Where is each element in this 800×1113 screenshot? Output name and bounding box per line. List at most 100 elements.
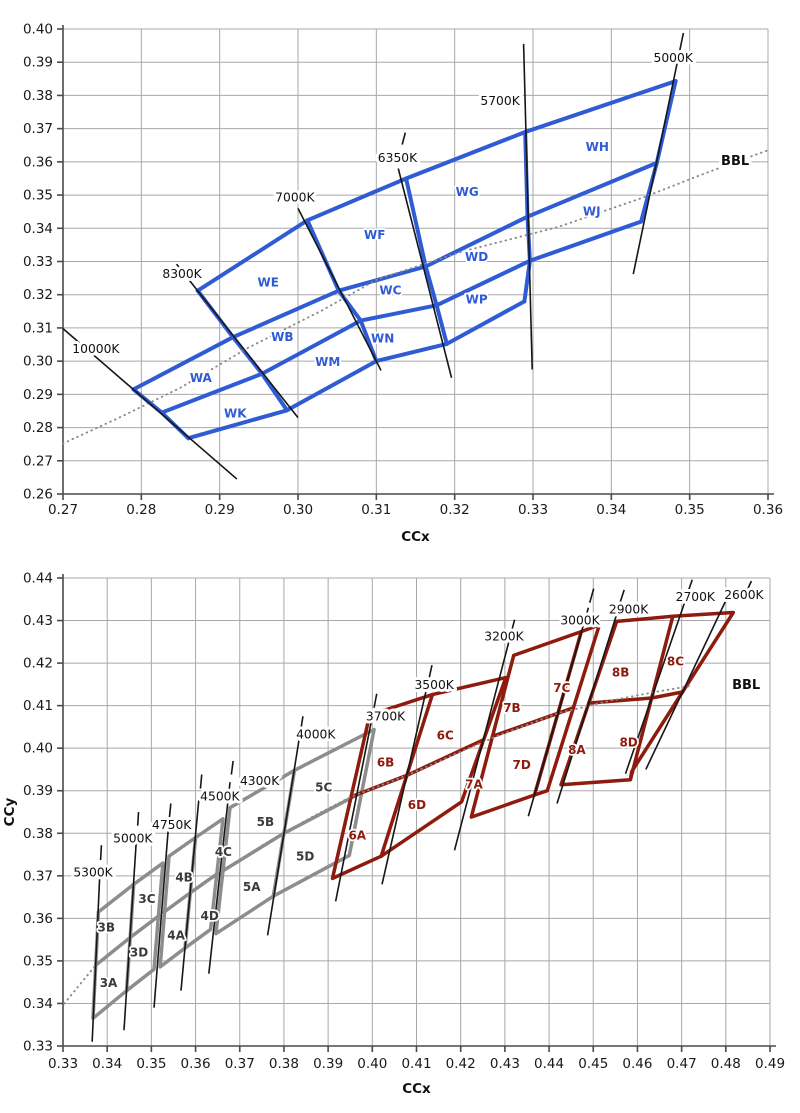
cct-label-2600K: 2600K [724, 588, 764, 602]
cct-label-5000K: 5000K [113, 831, 153, 845]
cct-tick-4750K [168, 803, 172, 818]
bin-edge [404, 176, 449, 346]
y-tick-label: 0.39 [23, 55, 53, 71]
y-tick-label: 0.35 [23, 953, 53, 969]
cct-label-4750K: 4750K [152, 818, 192, 832]
x-tick-label: 0.45 [578, 1056, 608, 1072]
y-tick-label: 0.40 [23, 741, 53, 757]
upper-chart: 0.26 0.27 0.28 0.29 0.30 0.31 0.32 0.33 0.34 0.35… [23, 22, 783, 546]
cct-tick-3700K [373, 693, 378, 708]
cct-line-6350K [397, 168, 453, 378]
cct-tick-4300K [230, 760, 234, 775]
bin-label-6B: 6B [377, 756, 395, 770]
bin-label-4B: 4B [175, 871, 193, 885]
bin-label-WH: WH [586, 140, 609, 154]
bin-label-WK: WK [224, 407, 247, 421]
bin-edge [159, 219, 644, 415]
bbl-curve [62, 149, 769, 445]
bin-label-3A: 3A [100, 976, 118, 990]
grid [62, 28, 769, 495]
bin-label-WP: WP [466, 293, 488, 307]
x-tick-label: 0.36 [181, 1056, 211, 1072]
cct-label-5300K: 5300K [73, 865, 113, 879]
x-tick-label: 0.46 [622, 1056, 652, 1072]
bin-label-WB: WB [271, 330, 293, 344]
x-tick-label: 0.36 [753, 502, 783, 518]
cct-label-4300K: 4300K [240, 774, 280, 788]
cct-line-3700K [334, 713, 374, 902]
cct-label-3000K: 3000K [560, 614, 600, 628]
cct-line-8300K [175, 263, 299, 419]
bin-edge [587, 690, 685, 705]
cct-line-2700K [624, 596, 688, 774]
cct-line-3200K [453, 638, 511, 851]
bin-label-7D: 7D [513, 758, 531, 772]
cct-tick-2700K [687, 579, 693, 593]
cct-label-4500K: 4500K [200, 790, 240, 804]
cct-line-5700K [522, 43, 534, 370]
cct-line-3000K [527, 607, 590, 817]
y-tick-label: 0.29 [23, 387, 53, 403]
axes [57, 574, 776, 1052]
x-tick-label: 0.40 [357, 1056, 387, 1072]
x-tick-label: 0.39 [313, 1056, 343, 1072]
cct-label-10000K: 10000K [72, 342, 120, 356]
cct-line-3500K [381, 684, 429, 885]
cct-label-4000K: 4000K [296, 728, 336, 742]
cct-tick-5000K [136, 811, 140, 826]
cct-label-5000K: 5000K [654, 51, 694, 65]
bin-label-5B: 5B [257, 815, 275, 829]
x-tick-label: 0.33 [518, 502, 548, 518]
lower-chart-svg: 0.33 0.34 0.35 0.36 0.37 0.38 0.39 0.40 0.41 0.42… [2, 571, 785, 1098]
bin-label-3C: 3C [138, 892, 155, 906]
bin-label-WM: WM [315, 355, 340, 369]
x-tick-label: 0.35 [675, 502, 705, 518]
y-tick-label: 0.38 [23, 826, 53, 842]
bbl-label: BBL [721, 154, 749, 169]
cct-tick-2600K [747, 580, 753, 589]
cct-line-10000K [62, 327, 238, 480]
bin-label-3B: 3B [98, 921, 116, 935]
cct-tick-4000K [299, 716, 304, 731]
x-tick-label: 0.43 [490, 1056, 520, 1072]
axes [57, 25, 774, 500]
bin-label-6A: 6A [348, 828, 366, 842]
x-tick-label: 0.47 [667, 1056, 697, 1072]
cct-tick-3200K [510, 619, 516, 634]
y-tick-label: 0.43 [23, 613, 53, 629]
cct-line-7000K [297, 207, 382, 371]
x-tick-label: 0.34 [596, 502, 626, 518]
y-tick-label: 0.36 [23, 154, 53, 170]
y-tick-label: 0.34 [23, 221, 53, 237]
bin-label-6C: 6C [437, 728, 454, 742]
bin-label-5D: 5D [296, 850, 314, 864]
y-tick-label: 0.42 [23, 656, 53, 672]
bin-label-8D: 8D [619, 736, 637, 750]
bin-label-WF: WF [364, 228, 385, 242]
cct-line-2900K [556, 608, 620, 804]
x-tick-label: 0.35 [136, 1056, 166, 1072]
x-tick-label: 0.30 [283, 502, 313, 518]
bin-label-7A: 7A [465, 777, 483, 791]
cct-label-2900K: 2900K [609, 602, 649, 616]
bin-label-5C: 5C [315, 780, 332, 794]
bin-label-WE: WE [258, 275, 279, 289]
cct-line-4000K [266, 737, 301, 936]
y-tick-label: 0.27 [23, 453, 53, 469]
x-axis-title: CCx [401, 529, 430, 545]
y-tick-label: 0.44 [23, 571, 53, 587]
y-tick-label: 0.38 [23, 88, 53, 104]
bin-label-8B: 8B [612, 665, 630, 679]
cct-label-2700K: 2700K [676, 590, 716, 604]
y-tick-label: 0.34 [23, 996, 53, 1012]
cct-tick-4500K [199, 774, 203, 789]
bin-label-WJ: WJ [583, 205, 601, 219]
cct-line-4300K [208, 782, 231, 974]
x-tick-label: 0.34 [92, 1056, 122, 1072]
x-tick-label: 0.27 [48, 502, 78, 518]
bin-label-4D: 4D [201, 909, 219, 923]
cct-tick-3500K [428, 665, 433, 680]
x-tick-label: 0.42 [446, 1056, 476, 1072]
bin-label-6D: 6D [408, 798, 426, 812]
cct-label-8300K: 8300K [162, 267, 202, 281]
